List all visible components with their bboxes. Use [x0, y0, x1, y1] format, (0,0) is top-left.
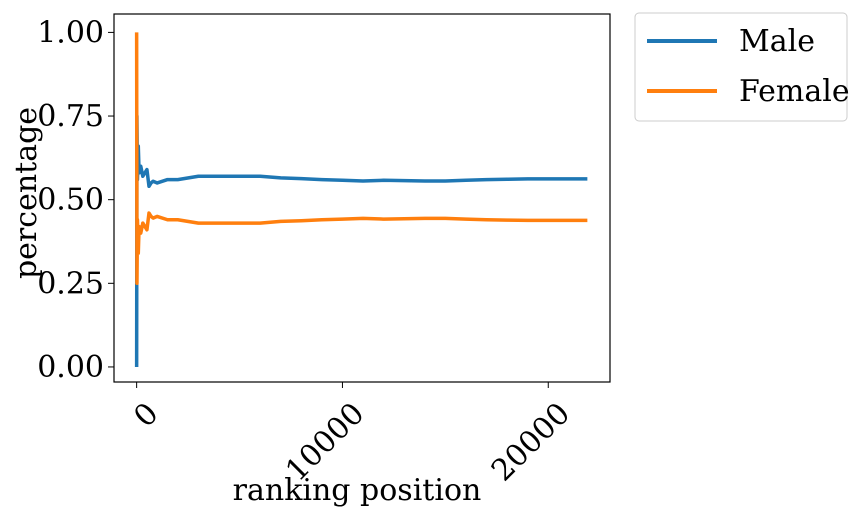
x-tick-label: 20000	[485, 396, 577, 488]
plot-frame	[113, 13, 611, 383]
legend-entries: Male Female	[647, 24, 850, 109]
legend: Male Female	[634, 12, 850, 122]
legend-label-male: Male	[739, 24, 815, 59]
x-axis-label: ranking position	[233, 473, 482, 508]
y-axis-label: percentage	[9, 107, 44, 279]
y-tick-label: 0.75	[37, 99, 104, 134]
y-tick-label: 0.00	[37, 350, 104, 385]
y-tick-label: 0.50	[37, 183, 104, 218]
y-tick-label: 0.25	[37, 266, 104, 301]
y-tick-label: 1.00	[37, 15, 104, 50]
series-line-female	[134, 32, 588, 286]
y-axis-ticks: 0.00 0.25 0.50 0.75 1.00	[37, 15, 114, 385]
series-line-male	[134, 114, 588, 367]
legend-label-female: Female	[739, 74, 850, 109]
x-tick-label: 0	[127, 396, 165, 434]
series-group	[134, 32, 588, 367]
plot-area: 0 10000 20000 0.000.250.500.751.00	[37, 13, 611, 488]
